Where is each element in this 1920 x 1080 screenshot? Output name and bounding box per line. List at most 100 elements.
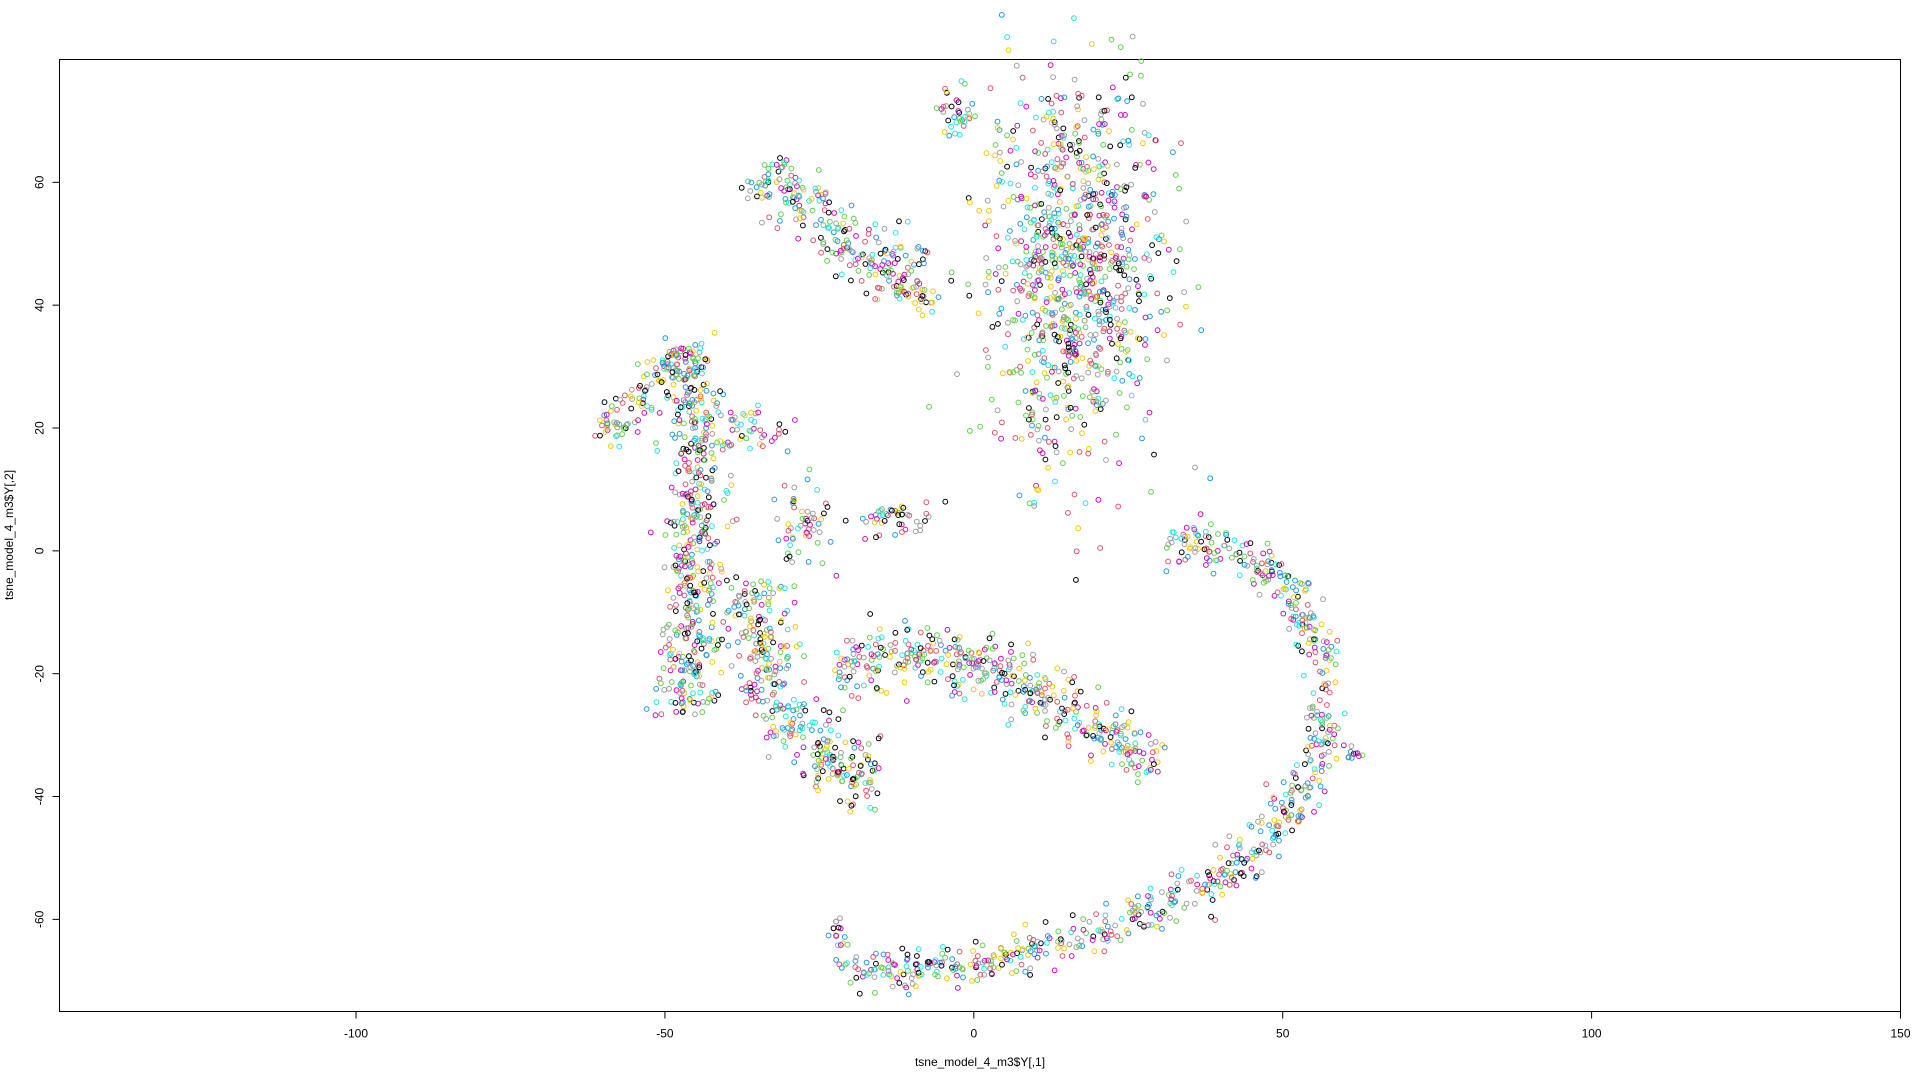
data-point (670, 595, 677, 601)
data-point (705, 494, 712, 501)
data-point (791, 190, 798, 197)
data-point (881, 518, 888, 524)
data-point (1128, 901, 1135, 907)
data-point (1022, 703, 1029, 710)
data-point (992, 152, 998, 159)
data-point (1286, 625, 1292, 632)
data-point (1092, 705, 1099, 711)
data-point (1081, 317, 1088, 324)
data-point (1142, 342, 1148, 348)
data-point (970, 665, 977, 672)
data-point (1043, 406, 1049, 413)
data-point (990, 964, 997, 971)
data-point (656, 410, 663, 416)
data-point (673, 352, 680, 359)
data-point (765, 177, 772, 184)
data-point (948, 277, 955, 284)
data-point (1049, 310, 1055, 317)
data-point (1140, 140, 1146, 147)
data-point (709, 659, 716, 665)
data-point (1276, 853, 1282, 860)
data-point (1304, 792, 1311, 799)
data-point (838, 749, 844, 756)
data-point (1134, 779, 1141, 786)
data-point (1013, 144, 1020, 151)
data-point (688, 496, 695, 503)
data-point (868, 260, 874, 267)
data-point (1003, 677, 1010, 684)
data-point (1007, 689, 1014, 696)
data-point (1057, 333, 1064, 340)
data-point (1014, 258, 1021, 265)
data-point (1077, 290, 1084, 296)
data-point (898, 521, 905, 528)
data-point (1097, 346, 1104, 352)
data-point (1106, 335, 1113, 342)
data-point (1293, 641, 1300, 648)
data-point (1090, 153, 1096, 160)
data-point (751, 648, 758, 655)
data-point (799, 515, 806, 522)
data-point (622, 425, 629, 432)
data-point (1093, 712, 1099, 719)
data-point (679, 699, 686, 705)
data-point (1154, 327, 1161, 334)
data-point (1068, 321, 1074, 328)
data-point (758, 601, 765, 608)
data-point (967, 428, 973, 434)
data-point (1140, 101, 1146, 107)
data-point (991, 954, 998, 960)
data-point (1183, 303, 1189, 310)
data-point (699, 502, 706, 508)
data-point (1123, 263, 1130, 270)
data-point (1058, 145, 1065, 151)
data-point (1030, 217, 1037, 224)
data-point (1093, 363, 1099, 370)
data-point (1253, 562, 1260, 569)
data-point (862, 752, 869, 758)
data-point (1115, 260, 1122, 267)
data-point (844, 960, 850, 967)
data-point (1075, 203, 1082, 209)
data-point (1290, 770, 1297, 776)
data-point (1071, 324, 1078, 331)
data-point (685, 448, 692, 455)
data-point (1326, 749, 1332, 755)
data-point (979, 942, 986, 949)
data-point (1032, 387, 1039, 394)
data-point (1106, 128, 1112, 135)
data-point (1333, 648, 1340, 655)
data-point (699, 370, 705, 377)
data-point (987, 85, 994, 92)
data-point (602, 429, 609, 435)
data-point (1101, 121, 1108, 127)
data-point (856, 769, 862, 776)
data-point (804, 530, 810, 536)
data-point (1027, 171, 1034, 178)
data-point (1305, 640, 1312, 646)
data-point (1076, 943, 1082, 949)
data-point (1280, 779, 1287, 786)
data-point (667, 519, 674, 526)
data-point (1044, 146, 1051, 153)
data-point (702, 356, 709, 363)
data-point (787, 542, 793, 548)
data-point (1042, 919, 1049, 925)
data-point (604, 424, 611, 431)
data-point (1306, 758, 1313, 765)
data-point (848, 202, 855, 209)
data-point (1062, 717, 1069, 724)
data-point (885, 957, 892, 963)
data-point (1069, 912, 1076, 919)
data-point (1096, 318, 1103, 324)
data-point (1277, 573, 1284, 580)
data-point (751, 681, 758, 688)
data-point (830, 925, 837, 932)
data-point (921, 287, 928, 293)
data-point (1164, 357, 1170, 364)
data-point (888, 648, 895, 655)
data-point (1161, 744, 1168, 751)
data-point (775, 430, 782, 437)
data-point (856, 990, 863, 997)
